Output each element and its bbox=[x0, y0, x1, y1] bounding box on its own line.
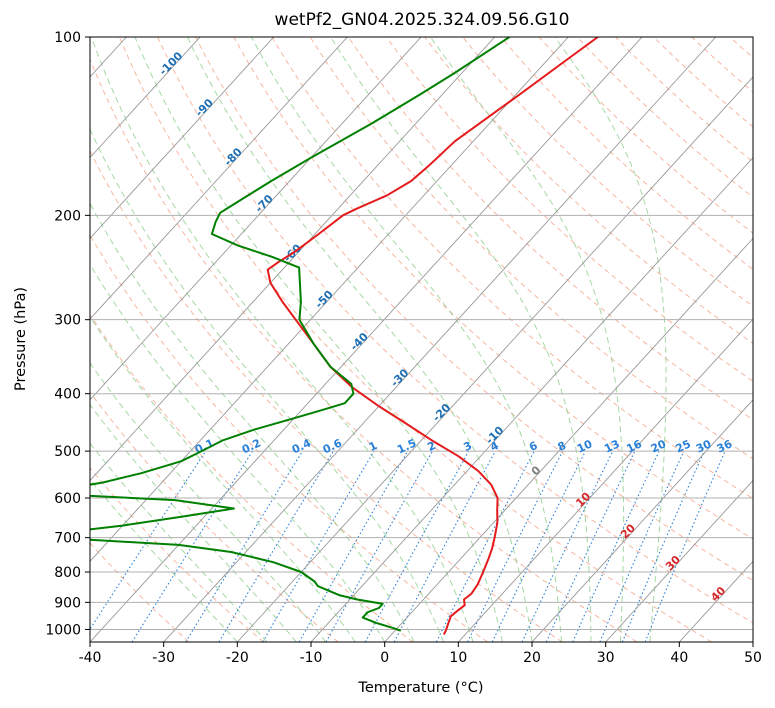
y-tick-label: 700 bbox=[54, 531, 81, 547]
mixing-ratio-label: 16 bbox=[624, 437, 644, 455]
dry-adiabat bbox=[90, 467, 264, 642]
dry-adiabat bbox=[195, 37, 753, 582]
mixing-ratio-label: 25 bbox=[673, 437, 692, 455]
moist-adiabat bbox=[554, 37, 667, 642]
mixing-ratio-label: 30 bbox=[694, 437, 714, 455]
mixing-ratio-line bbox=[131, 450, 254, 642]
mixing-ratio-label: 20 bbox=[649, 437, 669, 455]
y-tick-label: 400 bbox=[54, 387, 81, 403]
y-axis-title: Pressure (hPa) bbox=[13, 287, 29, 391]
x-tick-label: 30 bbox=[597, 650, 615, 666]
moist-adiabat bbox=[90, 315, 356, 642]
mixing-ratio-line bbox=[621, 450, 705, 642]
dry-adiabat bbox=[90, 234, 488, 642]
chart-title: wetPf2_GN04.2025.324.09.56.G10 bbox=[275, 10, 570, 30]
plot-frame bbox=[89, 36, 754, 643]
moist-adiabat bbox=[134, 37, 503, 642]
mixing-ratio-label: 10 bbox=[575, 437, 595, 455]
dry-adiabat bbox=[90, 391, 339, 642]
y-tick-label: 200 bbox=[54, 208, 81, 224]
isotherm bbox=[384, 237, 753, 642]
dewpoint-profile bbox=[90, 37, 511, 632]
moist-adiabat bbox=[90, 37, 474, 642]
mixing-ratio-label: 36 bbox=[715, 437, 735, 455]
mixing-ratio-line bbox=[185, 450, 304, 642]
mixing-ratio-label: 13 bbox=[602, 437, 621, 455]
dry-adiabat bbox=[118, 37, 712, 642]
mixing-ratio-line bbox=[467, 450, 564, 642]
isotherm bbox=[310, 156, 753, 642]
isotherm bbox=[90, 37, 422, 401]
x-tick-label: 10 bbox=[449, 650, 467, 666]
dry-adiabat bbox=[233, 37, 753, 540]
x-tick-label: 40 bbox=[670, 650, 688, 666]
dry-adiabat bbox=[157, 37, 753, 624]
moist-adiabat bbox=[330, 37, 592, 642]
isotherm bbox=[237, 76, 753, 642]
moist-adiabat bbox=[250, 37, 562, 642]
moist-adiabat bbox=[90, 128, 445, 642]
isotherm bbox=[90, 37, 496, 482]
isotherm bbox=[90, 37, 348, 320]
x-axis-title: Temperature (°C) bbox=[357, 680, 483, 696]
dry-adiabat bbox=[90, 58, 638, 642]
dry-adiabat bbox=[424, 37, 753, 344]
isotherm bbox=[531, 399, 753, 642]
x-tick-label: 50 bbox=[744, 650, 762, 666]
moist-adiabat bbox=[90, 362, 327, 642]
x-tick-label: 0 bbox=[380, 650, 389, 666]
x-tick-label: -20 bbox=[226, 650, 249, 666]
isotherm bbox=[458, 318, 753, 642]
y-tick-label: 300 bbox=[54, 313, 81, 329]
y-tick-label: 900 bbox=[54, 595, 81, 611]
x-tick-label: 20 bbox=[523, 650, 541, 666]
x-tick-label: -30 bbox=[152, 650, 175, 666]
moist-adiabat bbox=[90, 403, 297, 642]
isotherm bbox=[605, 479, 753, 642]
isotherm bbox=[90, 37, 275, 240]
y-tick-label: 600 bbox=[54, 491, 81, 507]
y-tick-label: 1000 bbox=[45, 622, 81, 638]
y-tick-label: 100 bbox=[54, 30, 81, 46]
mixing-ratio-line bbox=[364, 450, 470, 642]
dry-adiabat bbox=[90, 149, 563, 642]
mixing-ratio-line bbox=[325, 450, 433, 642]
isotherm bbox=[90, 37, 201, 159]
moist-adiabat bbox=[430, 37, 625, 642]
x-tick-label: -40 bbox=[79, 650, 102, 666]
mixing-ratio-line bbox=[90, 450, 207, 631]
x-tick-label: -10 bbox=[300, 650, 323, 666]
dry-adiabat bbox=[90, 314, 414, 642]
isotherm bbox=[163, 37, 717, 642]
mixing-ratio-line bbox=[393, 450, 496, 642]
y-tick-label: 500 bbox=[54, 444, 81, 460]
mixing-ratio-line bbox=[599, 450, 685, 642]
isotherm bbox=[90, 37, 643, 642]
grid-layer bbox=[90, 37, 753, 642]
mixing-ratio-line bbox=[572, 450, 660, 642]
temperature-profile bbox=[266, 37, 599, 635]
profiles bbox=[90, 37, 599, 635]
axes: -40 -30 -20 -10 0 10 20 30 40 50 100 200 300 400 500 60… bbox=[45, 30, 762, 666]
y-tick-label: 800 bbox=[54, 565, 81, 581]
dry-adiabat bbox=[271, 37, 753, 500]
